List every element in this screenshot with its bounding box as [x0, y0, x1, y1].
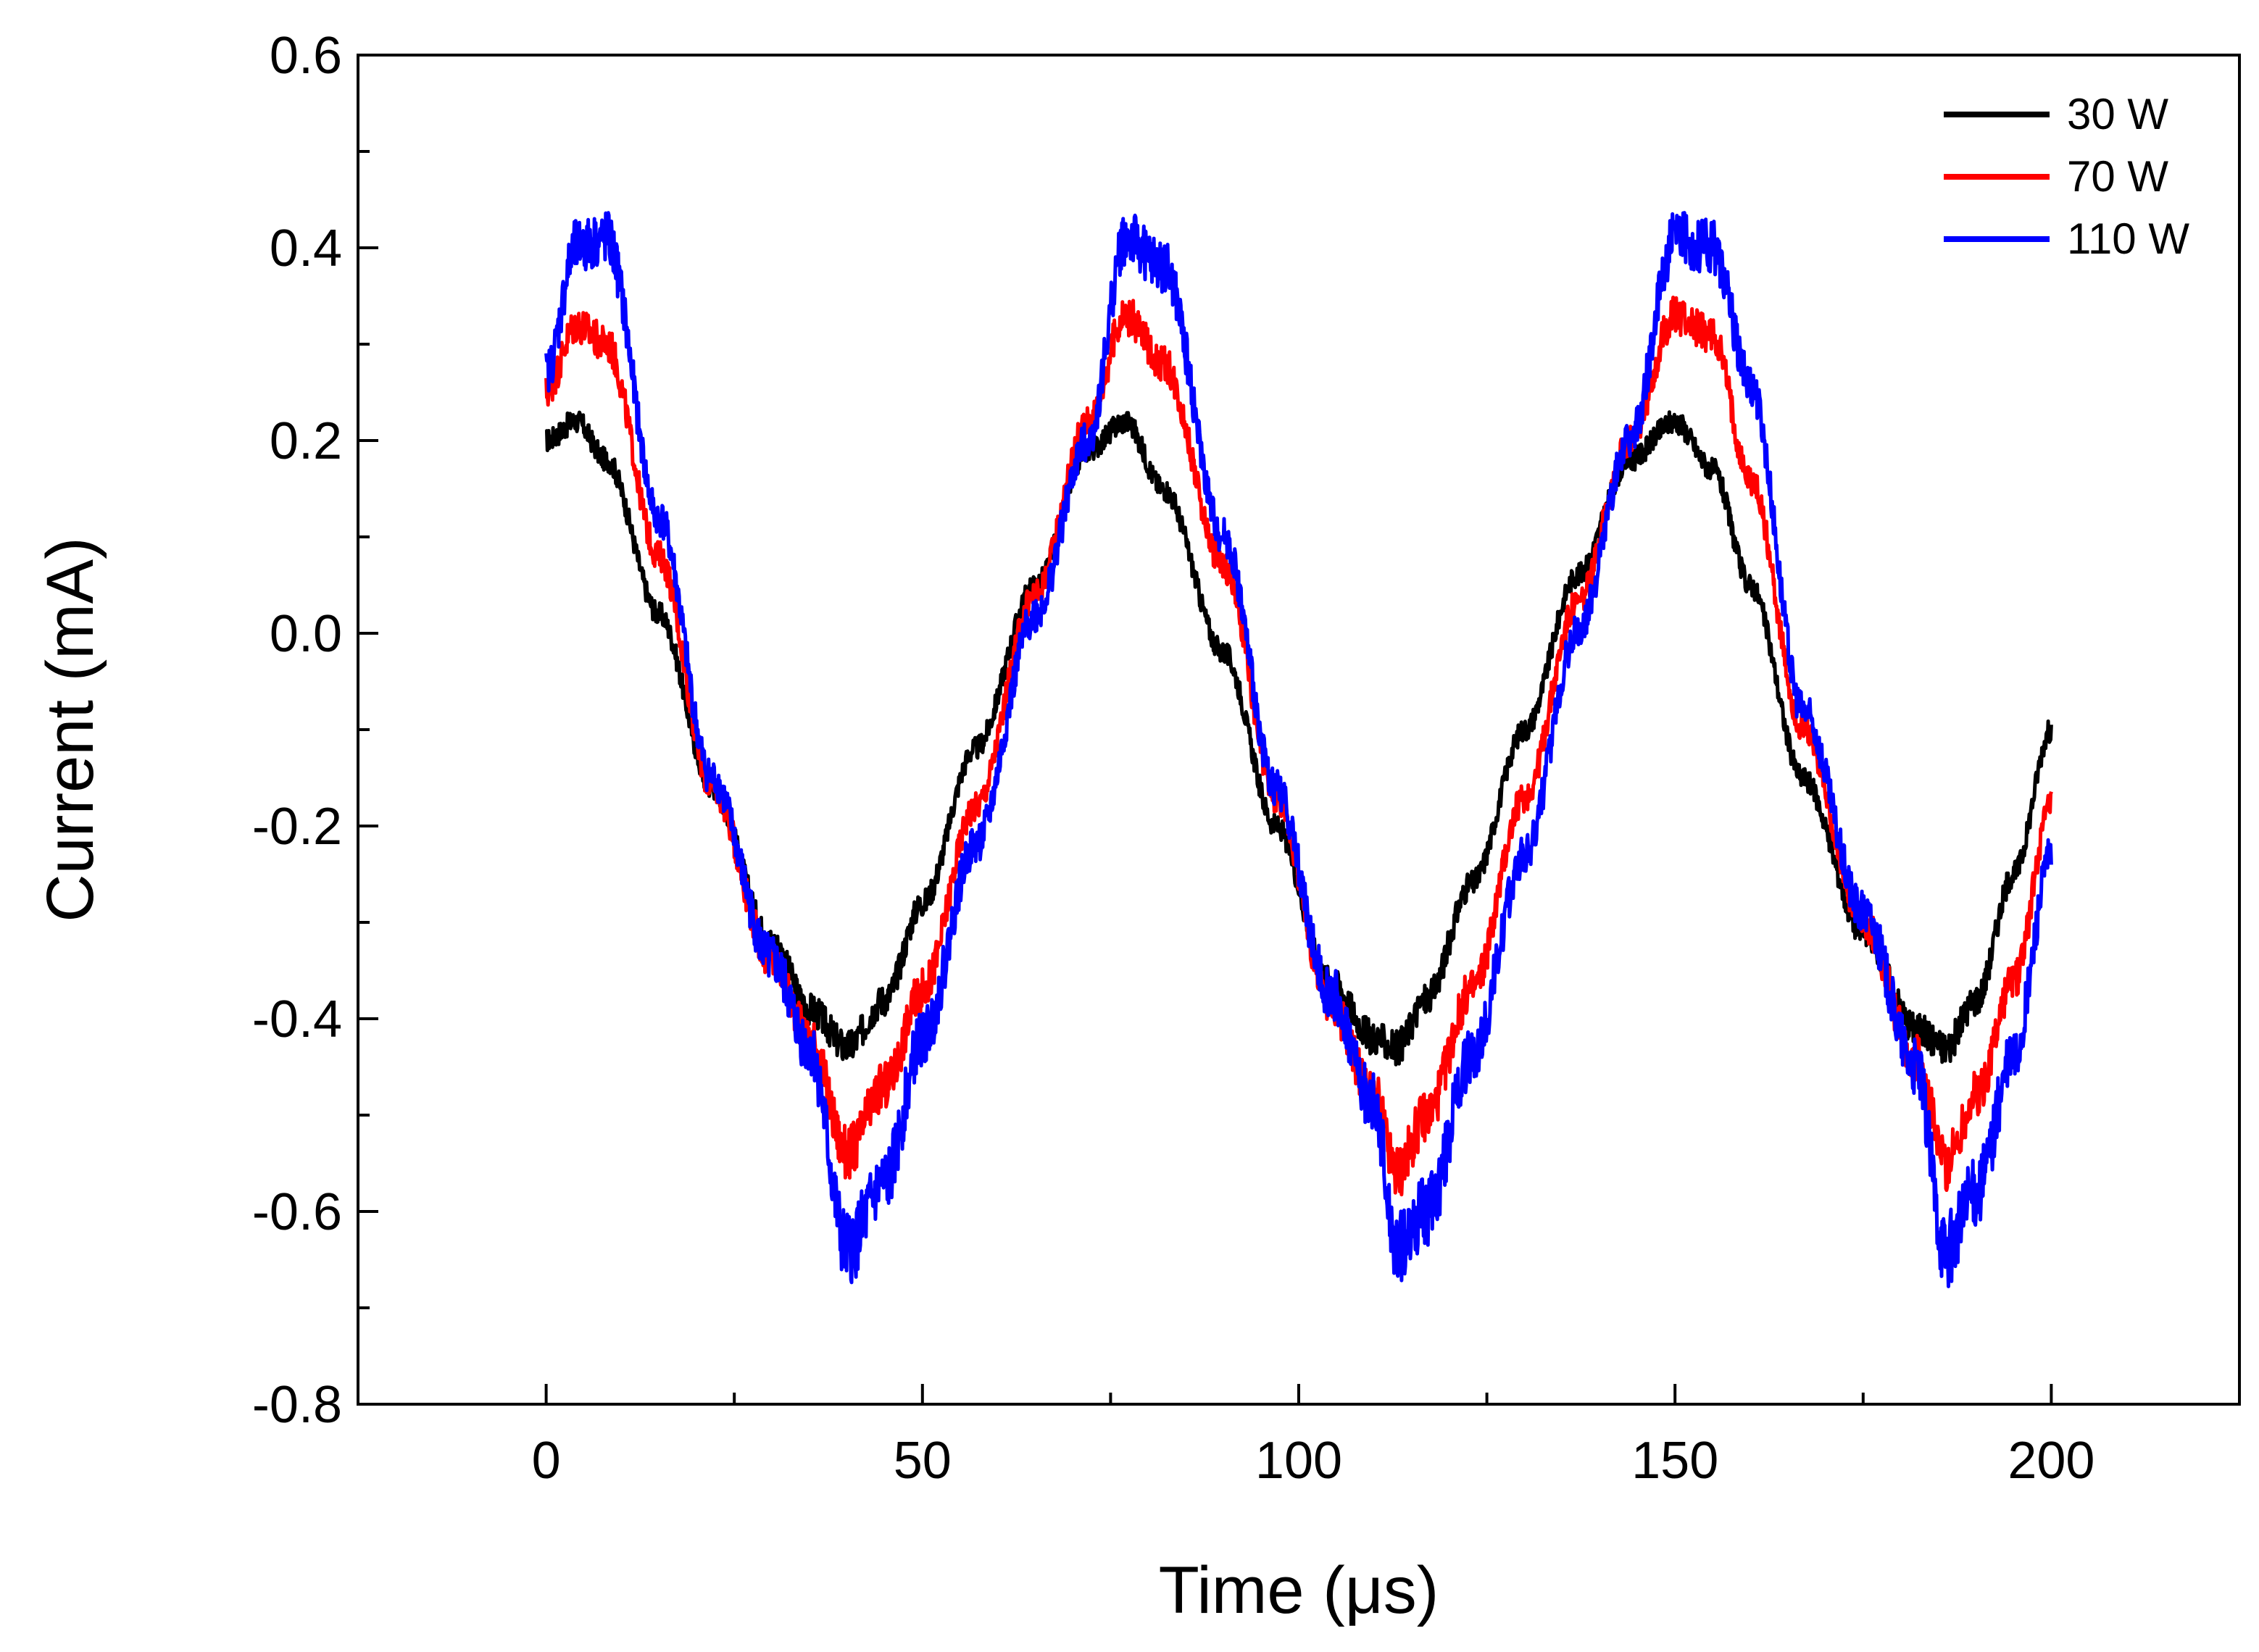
y-tick-label: 0.6 — [270, 27, 342, 85]
series-layer — [544, 211, 2053, 1288]
x-axis-title: Time (μs) — [1159, 1553, 1439, 1627]
y-tick-label: 0.4 — [270, 220, 342, 278]
legend-label-110w: 110 W — [2067, 214, 2189, 263]
y-tick-label: -0.6 — [252, 1183, 342, 1241]
y-axis-title: Current (mA) — [33, 537, 107, 922]
x-tick-label: 150 — [1631, 1432, 1718, 1490]
legend-label-30w: 30 W — [2067, 90, 2168, 138]
series-line-70w — [544, 296, 2053, 1197]
series-line-30w — [544, 410, 2053, 1067]
x-tick-label: 0 — [532, 1432, 561, 1490]
y-tick-label: 0.2 — [270, 412, 342, 470]
series-line-110w — [544, 211, 2053, 1288]
x-axis: 0 50 100 150 200 — [357, 1384, 2241, 1490]
x-tick-label: 100 — [1255, 1432, 1342, 1490]
x-tick-label: 200 — [2008, 1432, 2094, 1490]
x-tick-label: 50 — [894, 1432, 952, 1490]
legend-label-70w: 70 W — [2067, 152, 2168, 201]
y-tick-label: -0.4 — [252, 990, 342, 1048]
y-tick-label: -0.8 — [252, 1376, 342, 1434]
y-tick-label: 0.0 — [270, 605, 342, 663]
y-axis: -0.8 -0.6 -0.4 -0.2 0.0 0.2 0.4 0.6 — [252, 27, 378, 1434]
legend: 30 W 70 W 110 W — [1944, 90, 2189, 263]
y-tick-label: -0.2 — [252, 798, 342, 856]
